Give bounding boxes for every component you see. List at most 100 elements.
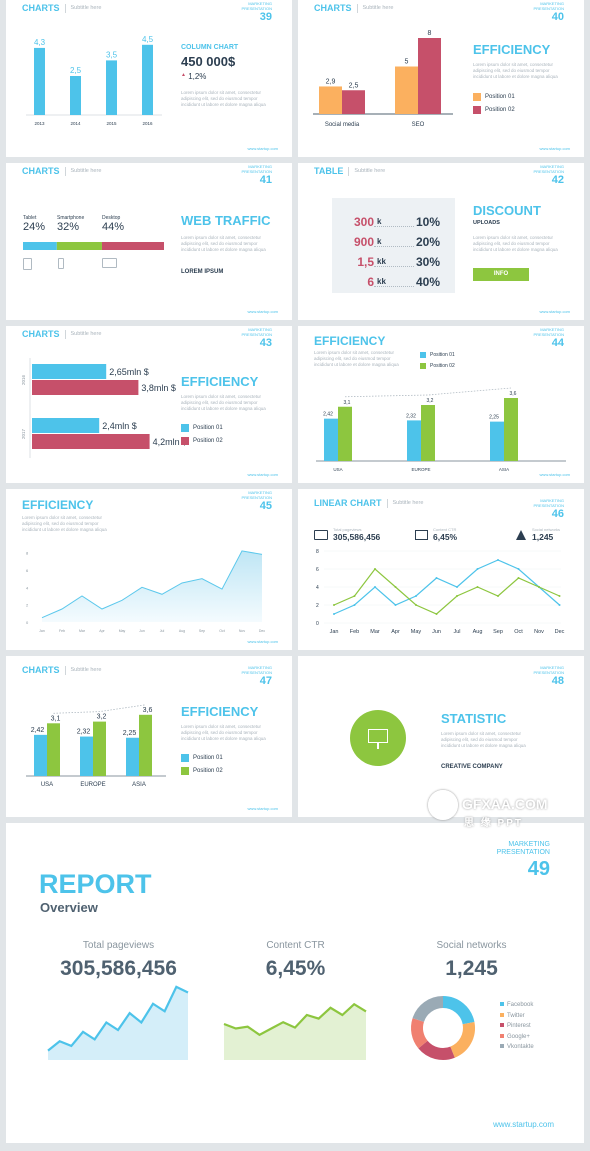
row-percent: 30% (416, 255, 441, 269)
marketing-label: MARKETING (248, 490, 272, 495)
slide-number-block: MARKETING PRESENTATION 43 (241, 327, 272, 349)
slide-number-block: MARKETING PRESENTATION 49 (497, 841, 550, 881)
x-tick-label: Nov (239, 629, 245, 633)
data-label: 3,1 (51, 715, 61, 722)
donut-slice (449, 1022, 475, 1058)
x-tick-label: Oct (514, 629, 523, 635)
data-point (435, 577, 438, 579)
sub-heading: CREATIVE COMPANY (441, 764, 503, 770)
table-row: 1,5 kk 30% (348, 252, 455, 272)
stacked-segment (101, 242, 164, 250)
slide-44: EFFICIENCY MARKETING PRESENTATION 44 Lorem… (298, 326, 584, 483)
legend-label: Position 02 (430, 363, 455, 369)
row-number: 900 (353, 235, 374, 249)
y-tick-label: 0 (26, 620, 29, 625)
presentation-icon (415, 529, 428, 540)
slide-subtitle: Subtitle here (386, 498, 423, 508)
slide-42: TABLE Subtitle here MARKETING PRESENTATION… (298, 163, 584, 320)
x-tick-label: May (411, 629, 422, 635)
slide-title: CHARTS (22, 166, 60, 176)
data-point (415, 595, 417, 597)
chart-bar (407, 420, 421, 461)
chart-heading: COLUMN CHART (181, 44, 239, 51)
data-label: 4,3 (34, 38, 46, 47)
row-percent: 10% (416, 215, 441, 229)
lorem-text: Lorem ipsum dolor sit amet, consectetur … (473, 235, 558, 252)
chart-bar (34, 47, 45, 115)
data-label: 2,42 (31, 727, 45, 734)
info-button[interactable]: INFO (473, 268, 529, 281)
column-chart: 4,3 2013 2,5 2014 3,5 2015 4,5 2016 (26, 35, 162, 126)
stat-label-ctr: Content CTR (266, 940, 325, 951)
chart-bar (504, 398, 518, 461)
slide-number: 45 (259, 500, 272, 512)
discount-table: 300 k 10% 900 k 20% 1,5 kk 30% 6 kk 40% (332, 198, 455, 293)
x-tick-label: Mar (79, 629, 86, 633)
area-line (223, 1002, 367, 1037)
data-label: 4,2mln $ (153, 437, 188, 447)
presentation-label: PRESENTATION (496, 849, 550, 856)
series-line (333, 559, 560, 615)
row-unit: kk (374, 257, 414, 267)
legend-label: Position 01 (193, 755, 223, 761)
y-tick-label: 4 (316, 585, 319, 591)
legend-position-02: Position 02 (473, 106, 515, 114)
data-point (374, 568, 376, 570)
presentation-board-icon (350, 710, 406, 766)
legend-label: Facebook (507, 1002, 534, 1008)
footer-url: www.startup.com (247, 309, 278, 314)
x-tick-label: Sep (493, 629, 503, 635)
lorem-text: Lorem ipsum dolor sit amet, consectetur … (181, 724, 266, 741)
slide-number: 43 (259, 337, 272, 349)
legend-label: Vkontakte (507, 1044, 534, 1050)
y-tick-label: 2 (26, 603, 29, 608)
lorem-text: Lorem ipsum dolor sit amet, consectetur … (22, 515, 107, 532)
slide-title: CHARTS (22, 329, 60, 339)
smartphone-icon (58, 258, 64, 269)
stat-label: Total pageviews (333, 527, 362, 532)
slide-title: TABLE (314, 166, 344, 176)
legend-position-01: Position 01 (181, 424, 223, 432)
data-point (538, 586, 540, 588)
footer-url: www.startup.com (539, 309, 570, 314)
slide-number-block: MARKETING PRESENTATION 46 (533, 498, 564, 520)
data-point (353, 595, 356, 597)
row-number: 1,5 (357, 255, 374, 269)
change-value: 1,2% (188, 72, 207, 81)
donut-legend: Facebook Twitter Pinterest Google+ Vkont… (500, 1000, 534, 1053)
chart-bar (421, 405, 435, 461)
row-percent: 40% (416, 275, 441, 289)
stacked-segment (23, 242, 57, 250)
y-tick-label: 4 (26, 585, 29, 590)
data-point (394, 586, 397, 588)
area-fill (48, 986, 188, 1060)
social-donut-chart (411, 996, 475, 1060)
legend-swatch (181, 437, 189, 445)
slide-title: EFFICIENCY (22, 498, 94, 512)
legend-label: Position 02 (193, 438, 223, 444)
presentation-label: PRESENTATION (241, 669, 272, 675)
slide-number: 47 (259, 675, 272, 687)
legend-swatch (500, 1033, 504, 1038)
tick-label: 2015 (106, 121, 117, 126)
presentation-label: PRESENTATION (241, 5, 272, 11)
grouped-bar-chart: 2,9 2,5 Social media 5 8 SEO (313, 30, 453, 128)
slide-header: CHARTS Subtitle here (22, 665, 101, 675)
slide-number-block: MARKETING PRESENTATION 48 (533, 665, 564, 687)
slide-49: MARKETING PRESENTATION 49 REPORT Overview … (6, 823, 584, 1143)
area-line (41, 550, 263, 619)
watermark-sub: 思 缘 PPT (464, 818, 524, 829)
chart-bar (142, 44, 153, 115)
chart-bar (32, 418, 100, 433)
data-label: 2,4mln $ (102, 421, 137, 431)
row-unit: k (374, 217, 414, 227)
legend-swatch (473, 93, 481, 101)
footer-url: www.startup.com (539, 472, 570, 477)
legend-item: Vkontakte (500, 1042, 534, 1053)
slide-title: LINEAR CHART (314, 498, 382, 508)
donut-slice (411, 1018, 428, 1049)
y-tick-label: 2 (316, 603, 319, 609)
device-desktop: Desktop 44% (102, 215, 124, 233)
legend-label: Google+ (507, 1033, 530, 1040)
legend-swatch (500, 1002, 504, 1006)
